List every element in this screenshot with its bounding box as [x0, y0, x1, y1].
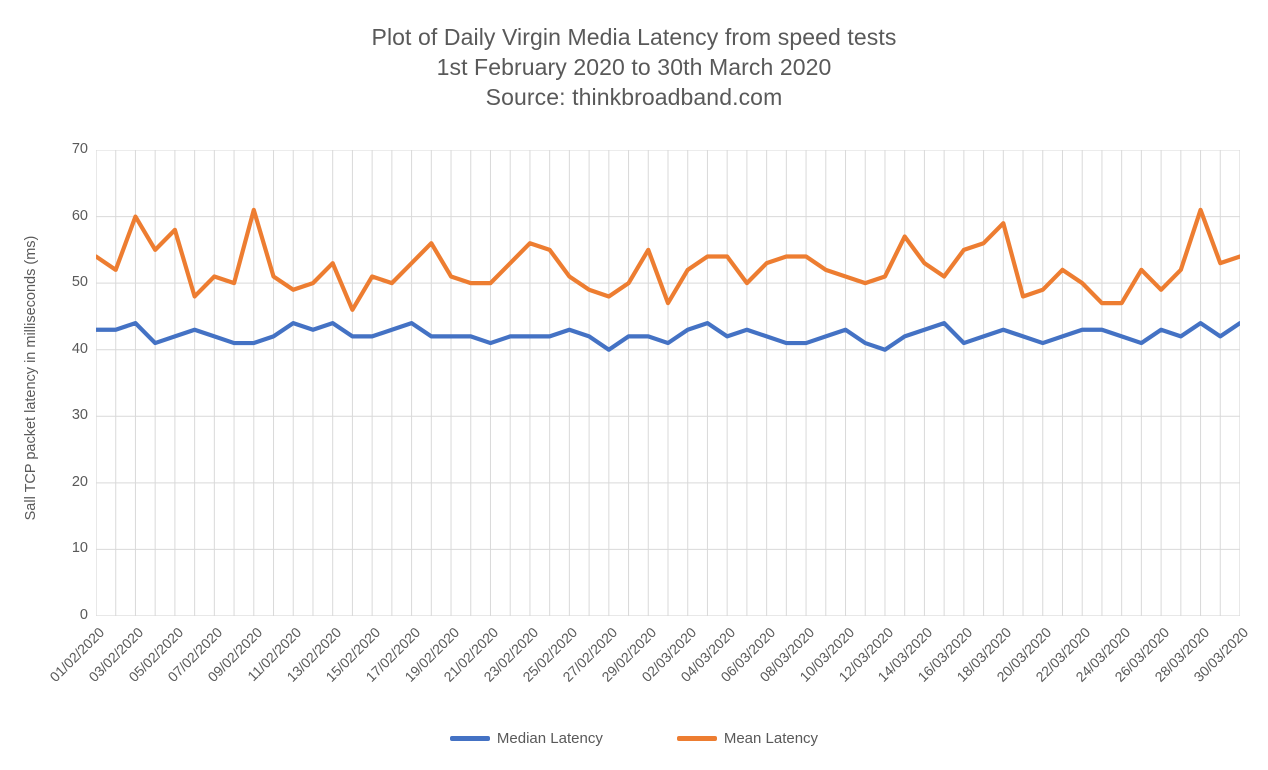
data-series-layer [96, 207, 1240, 352]
series-line-median-latency [96, 320, 1240, 352]
plot-svg [96, 150, 1240, 616]
legend-swatch-icon [449, 736, 490, 741]
legend-swatch-icon [676, 736, 717, 741]
chart-title: Plot of Daily Virgin Media Latency from … [0, 22, 1268, 112]
y-axis-tick-20: 20 [71, 473, 88, 490]
legend-label: Mean Latency [723, 730, 819, 747]
chart-title-line-3: Source: thinkbroadband.com [485, 84, 783, 110]
y-axis-tick-40: 40 [71, 340, 88, 357]
legend-entry-median-latency[interactable]: Median Latency [449, 730, 603, 747]
chart-title-line-2: 1st February 2020 to 30th March 2020 [436, 54, 832, 80]
series-line-mean-latency [96, 207, 1240, 312]
vertical-gridlines [96, 150, 1240, 616]
legend-label: Median Latency [496, 730, 603, 747]
chart-legend: Median Latency Mean Latency [0, 730, 1268, 747]
y-axis-tick-0: 0 [79, 607, 88, 623]
legend-entry-mean-latency[interactable]: Mean Latency [676, 730, 819, 747]
chart-title-line-1: Plot of Daily Virgin Media Latency from … [371, 24, 897, 50]
y-axis-tick-70: 70 [71, 141, 88, 157]
y-axis-tick-30: 30 [71, 407, 88, 424]
y-axis-tick-50: 50 [71, 274, 88, 291]
y-axis-tick-labels: 0 10 20 30 40 50 60 70 [46, 0, 88, 770]
plot-area [96, 150, 1240, 616]
y-axis-tick-10: 10 [71, 540, 88, 557]
y-axis-tick-60: 60 [71, 207, 88, 224]
